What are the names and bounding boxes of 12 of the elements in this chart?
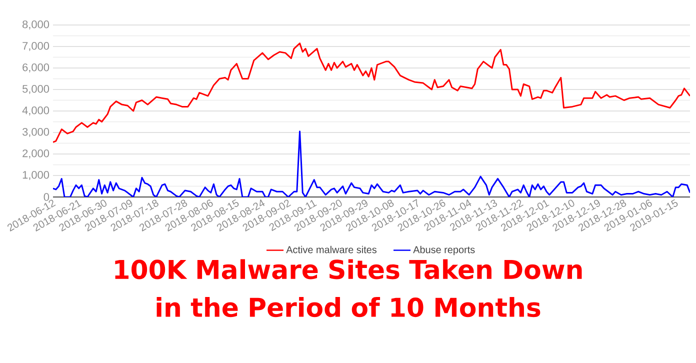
y-tick-label: 0 xyxy=(44,193,50,201)
text: 100K Malware Sites Taken Down in the Period of 10 Months xyxy=(115,259,582,318)
y-tick-label: 3,000 xyxy=(22,128,50,138)
y-tick-label: 5,000 xyxy=(22,84,50,94)
y-tick-label: 6,000 xyxy=(22,63,50,73)
y-tick-label: 4,000 xyxy=(22,106,50,116)
y-tick-label: 8,000 xyxy=(22,20,50,30)
legend-label: Active malware sites xyxy=(286,246,377,254)
legend-label: Abuse reports xyxy=(413,246,475,256)
y-tick-label: 7,000 xyxy=(22,42,50,52)
y-tick-label: 2,000 xyxy=(22,149,50,159)
y-tick-label: 1,000 xyxy=(22,170,50,180)
